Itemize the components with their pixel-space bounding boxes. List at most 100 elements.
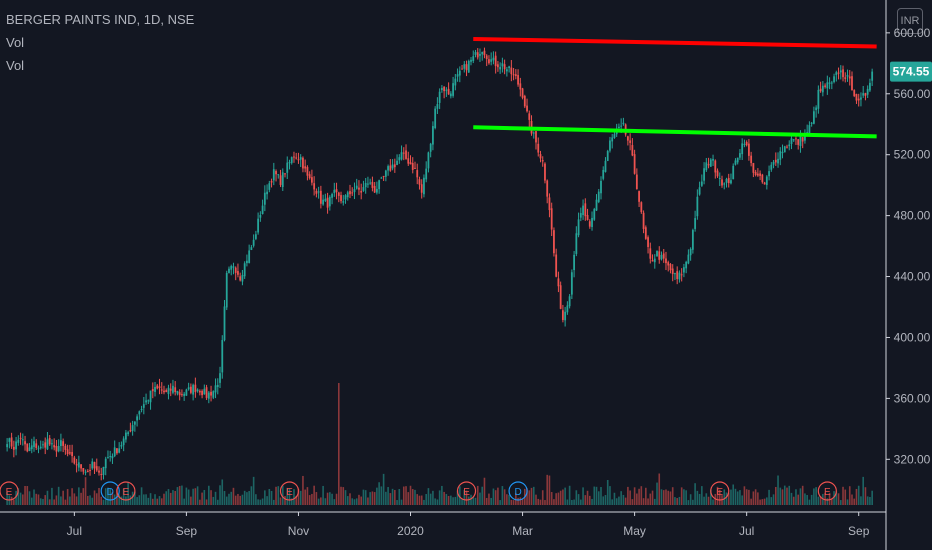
dividend-marker[interactable]: D xyxy=(100,481,120,501)
volume-bar xyxy=(125,496,127,505)
volume-bar xyxy=(539,499,542,505)
candle xyxy=(51,439,53,450)
volume-bar xyxy=(727,493,730,505)
volume-indicator-label[interactable]: Vol xyxy=(6,35,25,50)
earnings-marker[interactable]: E xyxy=(116,481,136,501)
volume-bar xyxy=(783,485,786,505)
volume-bar xyxy=(597,491,600,505)
earnings-marker[interactable]: E xyxy=(279,481,300,501)
volume-bar xyxy=(160,498,163,505)
candle xyxy=(709,158,712,167)
earnings-marker[interactable]: E xyxy=(456,481,477,501)
candle xyxy=(505,66,508,77)
candle xyxy=(64,443,67,455)
candle xyxy=(192,383,195,401)
candle xyxy=(174,381,177,396)
dividend-marker[interactable]: D xyxy=(508,481,528,501)
candle xyxy=(429,142,432,158)
candle xyxy=(703,162,705,185)
candle xyxy=(358,180,360,196)
candle xyxy=(705,157,708,172)
volume-bar xyxy=(367,497,369,505)
volume-bar xyxy=(136,497,138,505)
candle xyxy=(259,211,262,222)
volume-bar xyxy=(846,499,849,505)
volume-bar xyxy=(405,486,407,505)
volume-bar xyxy=(611,499,613,505)
candle xyxy=(189,383,192,395)
volume-indicator-label[interactable]: Vol xyxy=(6,58,25,73)
candle xyxy=(270,178,273,188)
volume-bar xyxy=(685,490,687,505)
volume-bar xyxy=(208,485,210,505)
volume-bar xyxy=(792,496,795,505)
volume-bar xyxy=(620,491,622,505)
volume-bar xyxy=(795,489,797,505)
volume-bar xyxy=(194,488,197,505)
volume-bar xyxy=(770,497,773,505)
candle xyxy=(743,139,746,148)
volume-bar xyxy=(535,494,537,505)
candle xyxy=(328,195,331,211)
candle xyxy=(124,429,127,443)
volume-bar xyxy=(459,486,461,505)
candle xyxy=(725,177,728,188)
candle xyxy=(290,156,293,165)
earnings-marker[interactable]: E xyxy=(0,481,19,501)
volume-bar xyxy=(631,499,634,505)
candle xyxy=(234,266,237,281)
earnings-marker[interactable]: E xyxy=(817,481,837,501)
volume-bar xyxy=(26,486,29,505)
candle xyxy=(349,184,351,199)
candle xyxy=(230,264,233,276)
volume-bar xyxy=(69,496,71,505)
candle xyxy=(656,250,658,257)
volume-bar xyxy=(371,491,374,505)
candle xyxy=(272,162,275,186)
candle xyxy=(698,181,701,196)
candle xyxy=(461,64,463,70)
candle xyxy=(687,249,690,265)
candle xyxy=(353,182,356,200)
volume-bar xyxy=(78,487,80,505)
volume-bar xyxy=(344,490,347,505)
candle xyxy=(568,294,571,309)
volume-bar xyxy=(230,491,233,505)
candle xyxy=(116,448,118,455)
volume-bar xyxy=(57,486,60,505)
volume-bar xyxy=(284,496,286,505)
volume-bar xyxy=(261,498,264,505)
volume-bar xyxy=(741,495,743,505)
volume-bar xyxy=(461,498,463,505)
candle xyxy=(178,389,181,401)
candle xyxy=(602,166,605,181)
volume-bar xyxy=(848,486,851,505)
candle xyxy=(181,389,183,397)
time-axis[interactable]: Jul Sep Nov 2020 Mar May Jul Sep xyxy=(67,512,870,538)
volume-bar xyxy=(768,489,770,505)
candle xyxy=(786,144,788,149)
volume-bar xyxy=(286,487,289,505)
volume-bar xyxy=(382,473,385,505)
trendlines[interactable] xyxy=(473,36,877,139)
support-trendline[interactable] xyxy=(473,125,877,139)
candle xyxy=(326,192,329,214)
resistance-trendline[interactable] xyxy=(473,36,877,49)
candle xyxy=(723,182,726,190)
volume-bar xyxy=(118,494,120,505)
volume-bar xyxy=(66,489,69,505)
currency-badge[interactable]: INR xyxy=(897,8,923,34)
candle xyxy=(570,269,573,299)
candle xyxy=(333,182,336,197)
symbol-title[interactable]: BERGER PAINTS IND, 1D, NSE xyxy=(6,12,195,27)
price-axis[interactable]: 600.00 560.00 520.00 480.00 440.00 400.00 360.… xyxy=(886,26,931,466)
volume-bar xyxy=(28,491,31,505)
volume-bar xyxy=(521,498,524,505)
volume-bar xyxy=(418,495,421,505)
volume-bar xyxy=(476,485,479,505)
earnings-marker[interactable]: E xyxy=(710,481,730,501)
volume-bar xyxy=(745,489,748,505)
